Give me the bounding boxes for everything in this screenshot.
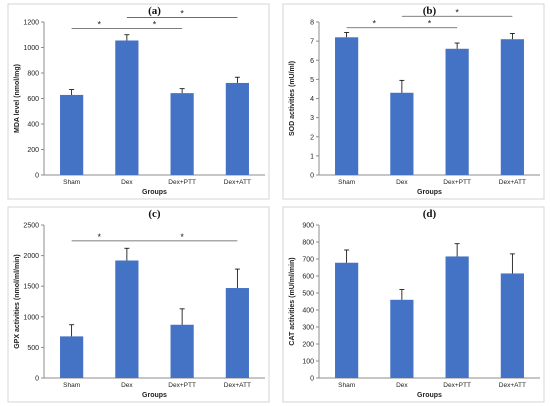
bar <box>390 92 414 175</box>
x-tick-label: Dex+PTT <box>443 179 471 186</box>
significance-star: * <box>97 232 101 242</box>
y-tick-label: 100 <box>302 359 314 366</box>
bar <box>170 93 194 175</box>
x-tick-label: Dex <box>121 382 133 389</box>
x-axis-title: Groups <box>417 189 442 196</box>
x-axis-title: Groups <box>142 392 167 399</box>
bar <box>170 324 194 378</box>
bar <box>115 40 139 175</box>
panel-label: (b) <box>423 5 437 17</box>
y-tick-label: 2000 <box>23 253 39 260</box>
y-axis-title: CAT activities (mU/ml/min) <box>289 257 296 345</box>
significance-star: * <box>372 19 376 29</box>
panel-b: (b) 0 1 2 3 4 5 6 7 8 SOD activities (mU/ml) Sham De… <box>275 0 550 203</box>
y-tick-label: 7 <box>310 39 314 46</box>
y-tick-label: 2500 <box>23 223 39 230</box>
y-axis-title: MDA level (nmol/mg) <box>14 64 21 133</box>
y-tick-label: 500 <box>27 345 39 352</box>
x-axis-title: Groups <box>417 392 442 399</box>
bar <box>500 39 524 176</box>
x-tick-label: Sham <box>338 179 355 186</box>
y-tick-label: 8 <box>310 20 314 27</box>
x-tick-label: Dex+PTT <box>443 382 471 389</box>
x-tick-label: Dex+ATT <box>224 179 251 186</box>
chart-frame <box>282 3 545 200</box>
bar <box>115 260 139 378</box>
y-tick-label: 400 <box>27 122 39 129</box>
significance-star: * <box>97 19 101 29</box>
significance-star: * <box>180 9 184 19</box>
y-tick-label: 600 <box>27 96 39 103</box>
x-tick-label: Dex <box>121 179 133 186</box>
x-axis-title: Groups <box>142 189 167 196</box>
bar <box>445 256 469 378</box>
y-tick-label: 1200 <box>23 20 39 27</box>
panel-d: (d) 0 100 200 300 400 500 600 700 800 900 CAT activ… <box>275 203 550 406</box>
x-tick-label: Sham <box>63 179 80 186</box>
x-tick-label: Dex+PTT <box>168 179 196 186</box>
y-tick-label: 1000 <box>23 314 39 321</box>
y-tick-label: 1 <box>310 153 314 160</box>
y-tick-label: 3 <box>310 115 314 122</box>
bar <box>445 48 469 175</box>
y-tick-label: 800 <box>27 71 39 78</box>
y-tick-label: 400 <box>302 308 314 315</box>
y-tick-label: 0 <box>310 376 314 383</box>
y-tick-label: 200 <box>302 342 314 349</box>
y-tick-label: 2 <box>310 134 314 141</box>
significance-star: * <box>153 19 157 29</box>
y-tick-label: 5 <box>310 77 314 84</box>
bar <box>225 82 249 175</box>
y-tick-label: 1000 <box>23 45 39 52</box>
bar <box>225 288 249 378</box>
y-tick-label: 200 <box>27 147 39 154</box>
panel-c: (c) 0 500 1000 1500 2000 2500 GPX activities (n… <box>0 203 275 406</box>
panel-label: (c) <box>148 208 161 220</box>
chart-svg: (a) 0 200 400 600 800 1000 1200 MDA level (nmol/… <box>7 3 270 200</box>
panel-label: (d) <box>423 208 437 220</box>
y-tick-label: 900 <box>302 223 314 230</box>
panel-label: (a) <box>148 5 161 17</box>
x-tick-label: Dex+ATT <box>499 382 526 389</box>
chart-svg: (d) 0 100 200 300 400 500 600 700 800 900 CAT activ… <box>282 206 545 403</box>
panel-a: (a) 0 200 400 600 800 1000 1200 MDA level (nmol/… <box>0 0 275 203</box>
chart-svg: (b) 0 1 2 3 4 5 6 7 8 SOD activities (mU/ml) Sham De… <box>282 3 545 200</box>
significance-star: * <box>428 19 432 29</box>
significance-star: * <box>455 7 459 17</box>
chart-frame <box>7 3 270 200</box>
bar <box>335 37 359 175</box>
bar <box>335 262 359 378</box>
y-tick-label: 6 <box>310 58 314 65</box>
y-tick-label: 300 <box>302 325 314 332</box>
y-tick-label: 4 <box>310 96 314 103</box>
bar <box>390 299 414 378</box>
y-tick-label: 0 <box>35 376 39 383</box>
x-tick-label: Dex <box>396 179 408 186</box>
y-axis-title: GPX activities (nmol/ml/min) <box>14 254 21 349</box>
y-tick-label: 600 <box>302 274 314 281</box>
y-axis-title: SOD activities (mU/ml) <box>289 61 296 136</box>
chart-svg: (c) 0 500 1000 1500 2000 2500 GPX activities (n… <box>7 206 270 403</box>
y-tick-label: 0 <box>35 173 39 180</box>
chart-frame <box>282 206 545 403</box>
y-tick-label: 700 <box>302 257 314 264</box>
y-tick-label: 800 <box>302 240 314 247</box>
x-tick-label: Sham <box>338 382 355 389</box>
chart-frame <box>7 206 270 403</box>
significance-star: * <box>180 232 184 242</box>
x-tick-label: Dex+ATT <box>499 179 526 186</box>
bar <box>500 273 524 378</box>
bar <box>60 336 84 378</box>
x-tick-label: Dex+PTT <box>168 382 196 389</box>
x-tick-label: Dex <box>396 382 408 389</box>
y-tick-label: 1500 <box>23 284 39 291</box>
y-tick-label: 500 <box>302 291 314 298</box>
x-tick-label: Sham <box>63 382 80 389</box>
bar <box>60 94 84 175</box>
y-tick-label: 0 <box>310 173 314 180</box>
x-tick-label: Dex+ATT <box>224 382 251 389</box>
